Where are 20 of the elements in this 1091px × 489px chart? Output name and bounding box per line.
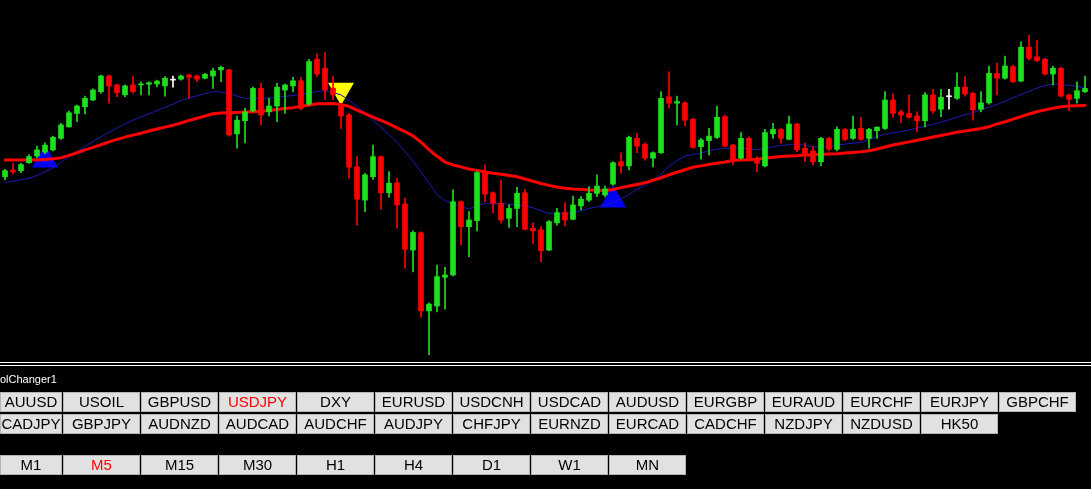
candlestick xyxy=(466,211,472,258)
candlestick xyxy=(946,89,952,110)
candlestick xyxy=(426,302,432,355)
candlestick xyxy=(186,74,192,99)
candlestick xyxy=(674,95,680,126)
candlestick xyxy=(210,67,216,89)
candlestick xyxy=(442,266,448,310)
candlestick xyxy=(994,62,1000,96)
candlestick xyxy=(618,152,624,174)
candlestick xyxy=(1034,39,1040,62)
candlestick xyxy=(666,71,672,109)
candlestick xyxy=(914,111,920,132)
text: olChanger1 xyxy=(0,372,57,386)
candlestick xyxy=(218,65,224,83)
candlestick xyxy=(146,81,152,96)
candlestick xyxy=(530,222,536,244)
candlestick xyxy=(706,128,712,156)
candlestick xyxy=(1082,75,1088,93)
candlestick xyxy=(906,94,912,119)
candlestick xyxy=(282,83,288,114)
